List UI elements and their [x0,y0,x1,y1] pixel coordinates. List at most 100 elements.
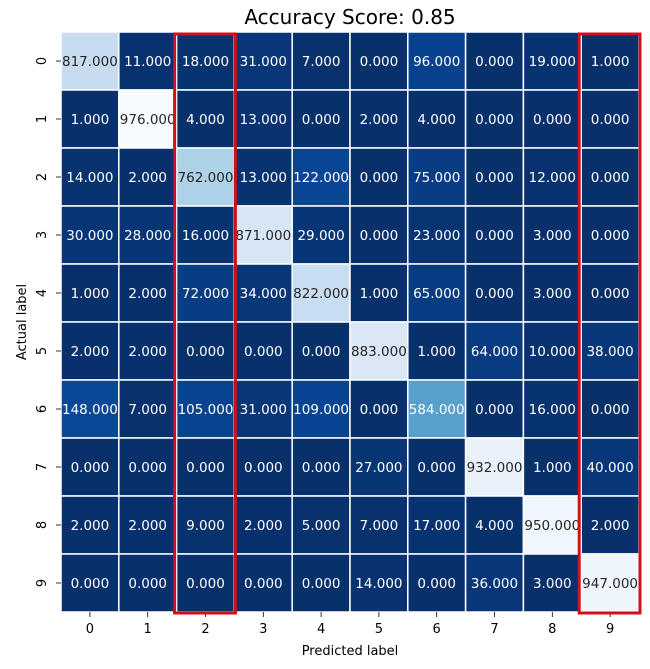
cell-value-label: 0.000 [360,402,399,418]
column-highlight-box [173,32,237,615]
cell-value-label: 14.000 [355,576,402,592]
cell-value-label: 7.000 [360,518,399,534]
heatmap-cell [233,89,293,149]
cell-value-label: 13.000 [240,112,287,128]
cell-value-label: 871.000 [235,228,291,244]
heatmap-cell [580,89,640,149]
cell-value-label: 4.000 [417,112,456,128]
heatmap-cell [349,263,409,323]
heatmap-cell [407,553,467,613]
cell-value-label: 1.000 [71,286,110,302]
cell-value-label: 0.000 [360,54,399,70]
cell-value-label: 950.000 [524,518,580,534]
cell-value-label: 0.000 [591,112,630,128]
heatmap-cell [407,437,467,497]
cell-value-label: 0.000 [591,402,630,418]
x-tick-label: 4 [317,622,325,637]
cell-value-label: 0.000 [475,170,514,186]
y-tick-label: 2 [35,173,50,181]
cell-value-label: 14.000 [66,170,113,186]
cell-value-label: 16.000 [529,402,576,418]
cell-value-label: 31.000 [240,54,287,70]
cell-value-label: 7.000 [128,402,167,418]
heatmap-cell [407,263,467,323]
cell-value-label: 0.000 [71,576,110,592]
y-tick-label: 9 [35,579,50,587]
heatmap-cell [522,437,582,497]
cell-value-label: 2.000 [128,344,167,360]
cell-value-label: 10.000 [529,344,576,360]
heatmap-cell [349,437,409,497]
heatmap-cell [407,89,467,149]
cell-value-label: 0.000 [360,228,399,244]
heatmap-cell [291,321,351,381]
column-highlights [173,32,642,615]
cell-value-label: 0.000 [417,576,456,592]
cell-value-label: 40.000 [586,460,633,476]
cell-value-label: 2.000 [71,518,110,534]
cell-value-label: 0.000 [302,112,341,128]
cell-value-label: 27.000 [355,460,402,476]
cell-value-label: 7.000 [302,54,341,70]
cell-value-label: 75.000 [413,170,460,186]
heatmap-cell [464,495,525,555]
cell-value-label: 3.000 [533,228,572,244]
cell-value-label: 72.000 [182,286,229,302]
heatmap-cell [60,205,120,265]
cell-value-label: 932.000 [467,460,523,476]
cell-value-label: 0.000 [186,460,225,476]
heatmap-cell [118,147,178,207]
cell-value-label: 148.000 [62,402,118,418]
cell-value-label: 947.000 [582,576,638,592]
heatmap-cell [522,553,582,613]
heatmap-cell [349,379,409,439]
heatmap-cell [233,379,293,439]
column-highlight-box [577,32,642,615]
heatmap-cell [464,31,525,91]
cell-value-label: 2.000 [128,518,167,534]
cell-value-label: 3.000 [533,286,572,302]
cell-value-label: 2.000 [360,112,399,128]
heatmap-cell [349,31,409,91]
cell-value-label: 976.000 [120,112,176,128]
cell-value-label: 0.000 [244,460,283,476]
cell-value-label: 1.000 [417,344,456,360]
cell-value-label: 0.000 [128,460,167,476]
heatmap-cell [464,379,525,439]
cell-value-label: 0.000 [591,286,630,302]
cell-value-label: 2.000 [244,518,283,534]
cell-value-label: 2.000 [128,286,167,302]
cell-value-label: 0.000 [360,170,399,186]
heatmap-cell [175,437,236,497]
cell-value-label: 31.000 [240,402,287,418]
cell-value-label: 822.000 [293,286,349,302]
y-tick-label: 7 [35,463,50,471]
cell-value-label: 0.000 [591,228,630,244]
x-tick-label: 2 [201,622,209,637]
heatmap-cell [118,263,178,323]
heatmap-cell [60,147,120,207]
y-tick-label: 0 [35,57,50,65]
cell-value-label: 11.000 [124,54,171,70]
heatmap-cell [349,205,409,265]
cell-value-label: 65.000 [413,286,460,302]
x-tick-label: 9 [606,622,614,637]
heatmap-cell [522,147,582,207]
heatmap-cell [464,437,525,497]
heatmap-cell [580,205,640,265]
heatmap-cell [464,147,525,207]
heatmap-cell [60,321,120,381]
cell-value-label: 762.000 [178,170,234,186]
cell-value-label: 17.000 [413,518,460,534]
heatmap-cell [580,31,640,91]
cell-value-label: 0.000 [302,576,341,592]
cell-value-label: 19.000 [529,54,576,70]
heatmap-cell [522,89,582,149]
cell-value-label: 0.000 [417,460,456,476]
heatmap-cell [175,495,236,555]
heatmap-cell [407,379,467,439]
x-tick-label: 5 [375,622,383,637]
heatmap-cell [118,89,178,149]
cell-value-label: 1.000 [533,460,572,476]
